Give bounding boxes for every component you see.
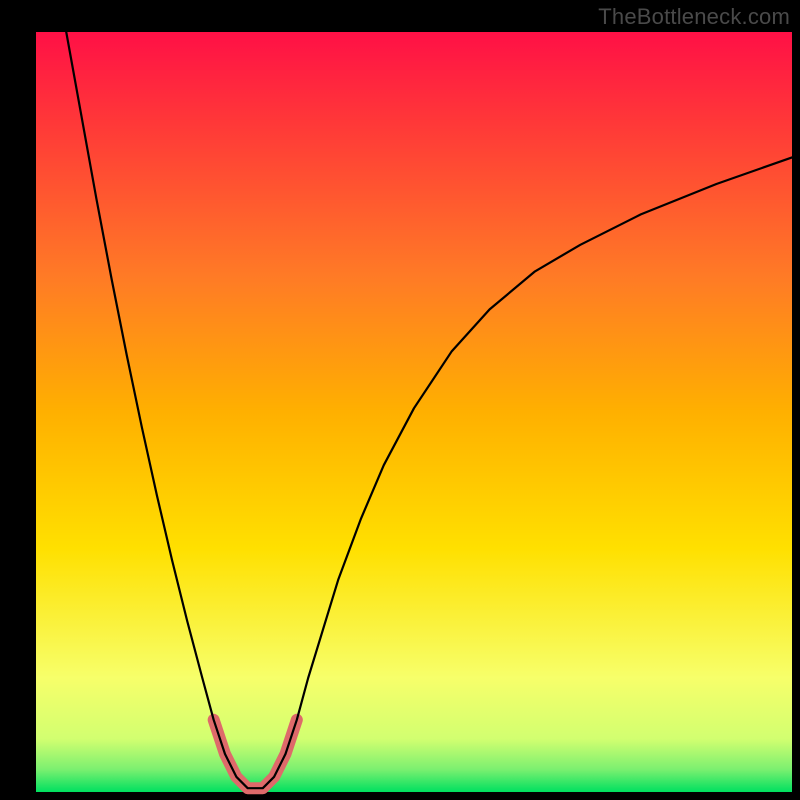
plot-background xyxy=(36,32,792,792)
bottleneck-chart xyxy=(0,0,800,800)
watermark-text: TheBottleneck.com xyxy=(598,4,790,30)
chart-stage: TheBottleneck.com xyxy=(0,0,800,800)
